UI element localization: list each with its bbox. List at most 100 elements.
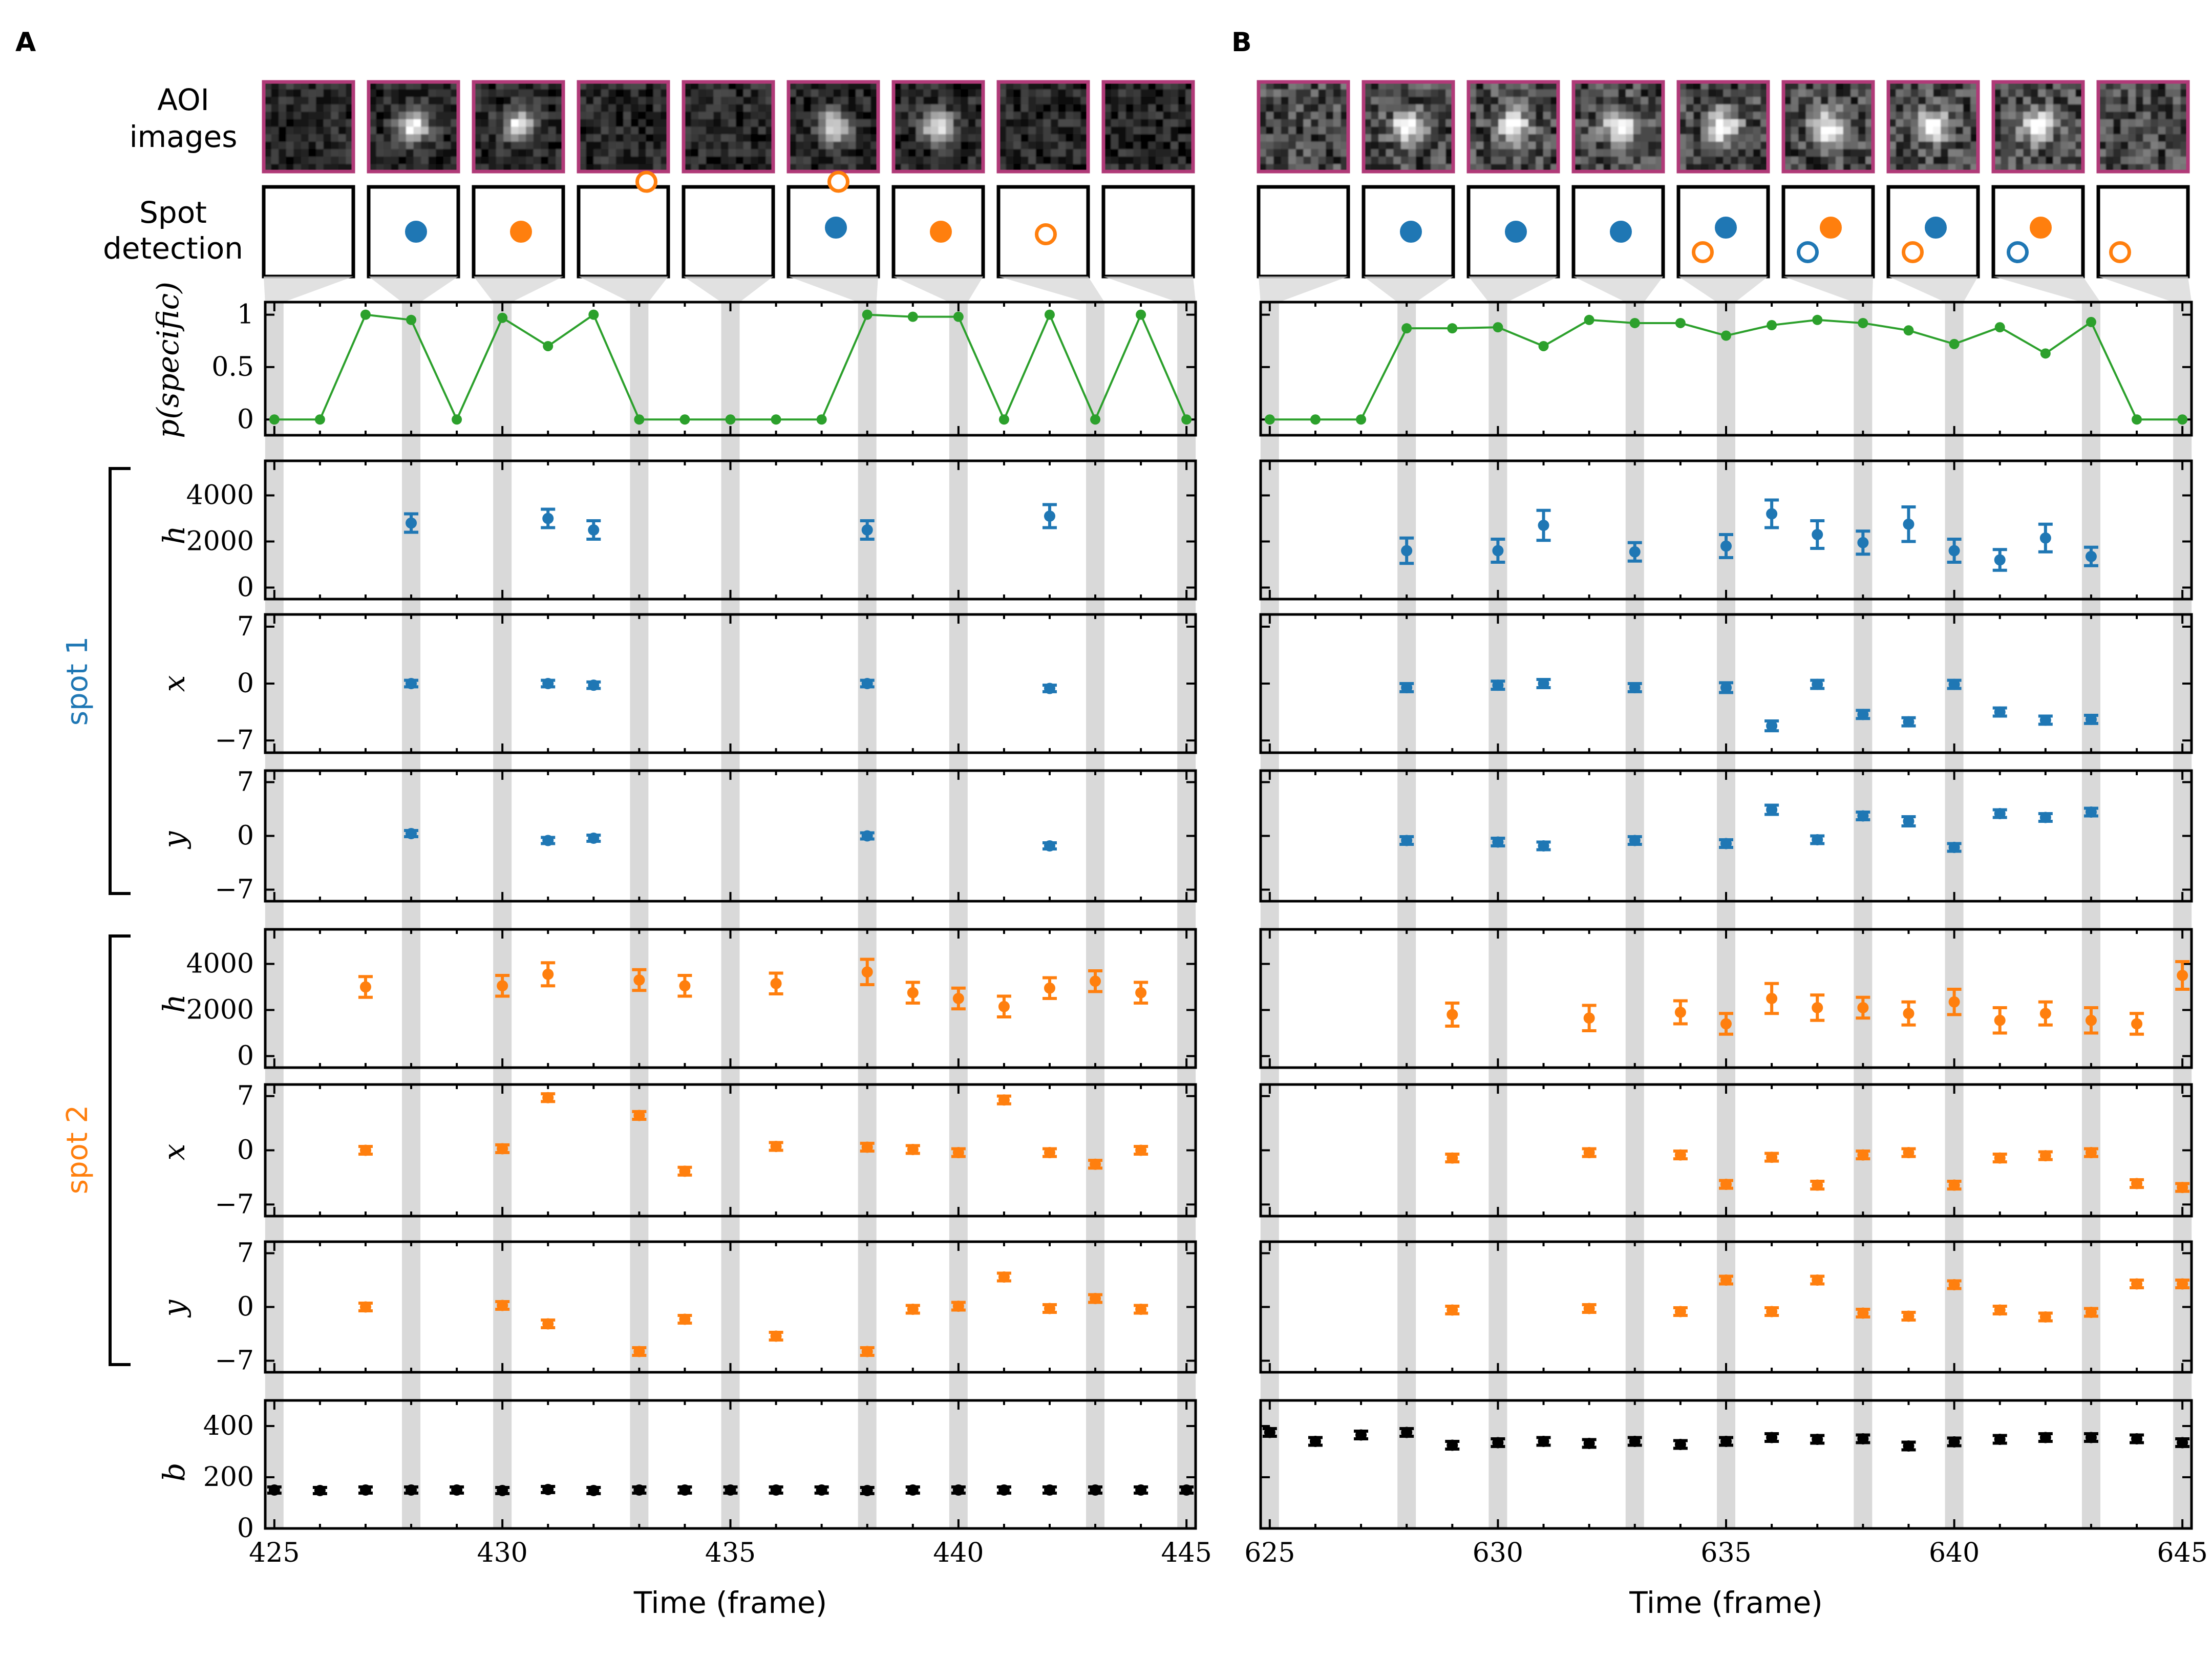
data-marker bbox=[497, 980, 508, 992]
aoi-pixel bbox=[923, 82, 931, 90]
aoi-pixel bbox=[1700, 89, 1709, 97]
filled-spot-marker bbox=[510, 221, 532, 243]
data-marker bbox=[1948, 545, 1960, 557]
aoi-pixel bbox=[1618, 126, 1626, 135]
aoi-pixel bbox=[1678, 89, 1687, 97]
aoi-pixel bbox=[1896, 104, 1904, 112]
aoi-pixel bbox=[1125, 134, 1134, 142]
aoi-image bbox=[1101, 80, 1195, 174]
data-marker bbox=[1903, 816, 1915, 827]
data-marker bbox=[1044, 511, 1055, 522]
aoi-pixel bbox=[1178, 89, 1186, 97]
aoi-pixel bbox=[286, 119, 294, 127]
aoi-pixel bbox=[1783, 119, 1792, 127]
data-marker bbox=[816, 1484, 827, 1496]
aoi-pixel bbox=[271, 97, 279, 105]
aoi-pixel bbox=[1006, 134, 1014, 142]
aoi-pixel bbox=[2158, 82, 2166, 90]
aoi-pixel bbox=[264, 149, 272, 157]
aoi-pixel bbox=[286, 82, 294, 90]
aoi-pixel bbox=[1333, 141, 1341, 150]
aoi-pixel bbox=[1693, 82, 1701, 90]
aoi-pixel bbox=[2173, 104, 2181, 112]
aoi-pixel bbox=[1386, 119, 1394, 127]
aoi-pixel bbox=[1791, 149, 1799, 157]
data-marker bbox=[542, 1484, 554, 1495]
highlight-band bbox=[858, 302, 877, 1528]
aoi-pixel bbox=[1295, 156, 1304, 164]
aoi-pixel bbox=[271, 141, 279, 150]
aoi-pixel bbox=[301, 141, 309, 150]
aoi-pixel bbox=[833, 97, 841, 105]
aoi-pixel bbox=[1163, 149, 1171, 157]
aoi-pixel bbox=[511, 156, 519, 164]
aoi-pixel bbox=[901, 82, 909, 90]
open-spot-marker bbox=[2109, 241, 2131, 263]
aoi-noise bbox=[474, 82, 564, 172]
aoi-noise bbox=[789, 82, 879, 172]
aoi-pixel bbox=[1626, 89, 1634, 97]
aoi-pixel bbox=[1386, 104, 1394, 112]
aoi-pixel bbox=[653, 97, 661, 105]
aoi-pixel bbox=[1386, 156, 1394, 164]
aoi-pixel bbox=[1896, 134, 1904, 142]
aoi-pixel bbox=[1498, 141, 1506, 150]
data-point-s1x bbox=[1719, 681, 1733, 694]
aoi-pixel bbox=[1171, 149, 1179, 157]
aoi-pixel bbox=[1013, 141, 1022, 150]
aoi-pixel bbox=[308, 126, 316, 135]
aoi-pixel bbox=[2038, 156, 2046, 164]
aoi-pixel bbox=[481, 89, 489, 97]
aoi-pixel bbox=[1738, 141, 1746, 150]
data-point-s1h bbox=[404, 512, 419, 534]
aoi-pixel bbox=[1118, 89, 1126, 97]
aoi-pixel bbox=[1955, 89, 1964, 97]
aoi-pixel bbox=[698, 149, 707, 157]
data-marker bbox=[1903, 518, 1915, 530]
aoi-pixel bbox=[818, 134, 826, 142]
aoi-pixel bbox=[1028, 104, 1036, 112]
aoi-pixel bbox=[1543, 82, 1551, 90]
aoi-pixel bbox=[1303, 149, 1311, 157]
aoi-pixel bbox=[2128, 149, 2136, 157]
aoi-pixel bbox=[796, 119, 804, 127]
aoi-border bbox=[682, 80, 775, 174]
aoi-pixel bbox=[1051, 97, 1059, 105]
aoi-pixel bbox=[1610, 134, 1619, 142]
aoi-pixel bbox=[848, 112, 856, 120]
aoi-pixel bbox=[1028, 149, 1036, 157]
aoi-pixel bbox=[684, 119, 692, 127]
aoi-pixel bbox=[1543, 126, 1551, 135]
aoi-pixel bbox=[413, 104, 421, 112]
highlight-connector bbox=[2098, 276, 2192, 302]
aoi-pixel bbox=[1813, 141, 1821, 150]
aoi-pixel bbox=[1888, 104, 1897, 112]
aoi-pixel bbox=[316, 126, 324, 135]
aoi-pixel bbox=[2120, 119, 2129, 127]
aoi-pixel bbox=[1596, 126, 1604, 135]
aoi-pixel bbox=[443, 156, 451, 164]
aoi-pixel bbox=[811, 119, 819, 127]
aoi-pixel bbox=[1791, 126, 1799, 135]
aoi-image bbox=[682, 80, 775, 174]
aoi-pixel bbox=[264, 112, 272, 120]
aoi-pixel bbox=[1805, 89, 1814, 97]
aoi-pixel bbox=[1933, 89, 1941, 97]
highlight-band bbox=[265, 302, 284, 1528]
aoi-pixel bbox=[1513, 119, 1521, 127]
aoi-pixel bbox=[953, 156, 961, 164]
aoi-pixel bbox=[436, 149, 444, 157]
aoi-pixel bbox=[1469, 104, 1477, 112]
aoi-pixel bbox=[1918, 89, 1926, 97]
aoi-pixel bbox=[1618, 104, 1626, 112]
aoi-pixel bbox=[1610, 156, 1619, 164]
aoi-pixel bbox=[369, 156, 377, 164]
aoi-pixel bbox=[264, 104, 272, 112]
aoi-pixel bbox=[1303, 104, 1311, 112]
highlight-connector bbox=[1259, 276, 1348, 302]
aoi-pixel bbox=[2023, 104, 2031, 112]
aoi-pixel bbox=[1700, 97, 1709, 105]
aoi-pixel bbox=[1820, 119, 1828, 127]
aoi-pixel bbox=[1028, 134, 1036, 142]
aoi-pixel bbox=[1491, 104, 1499, 112]
